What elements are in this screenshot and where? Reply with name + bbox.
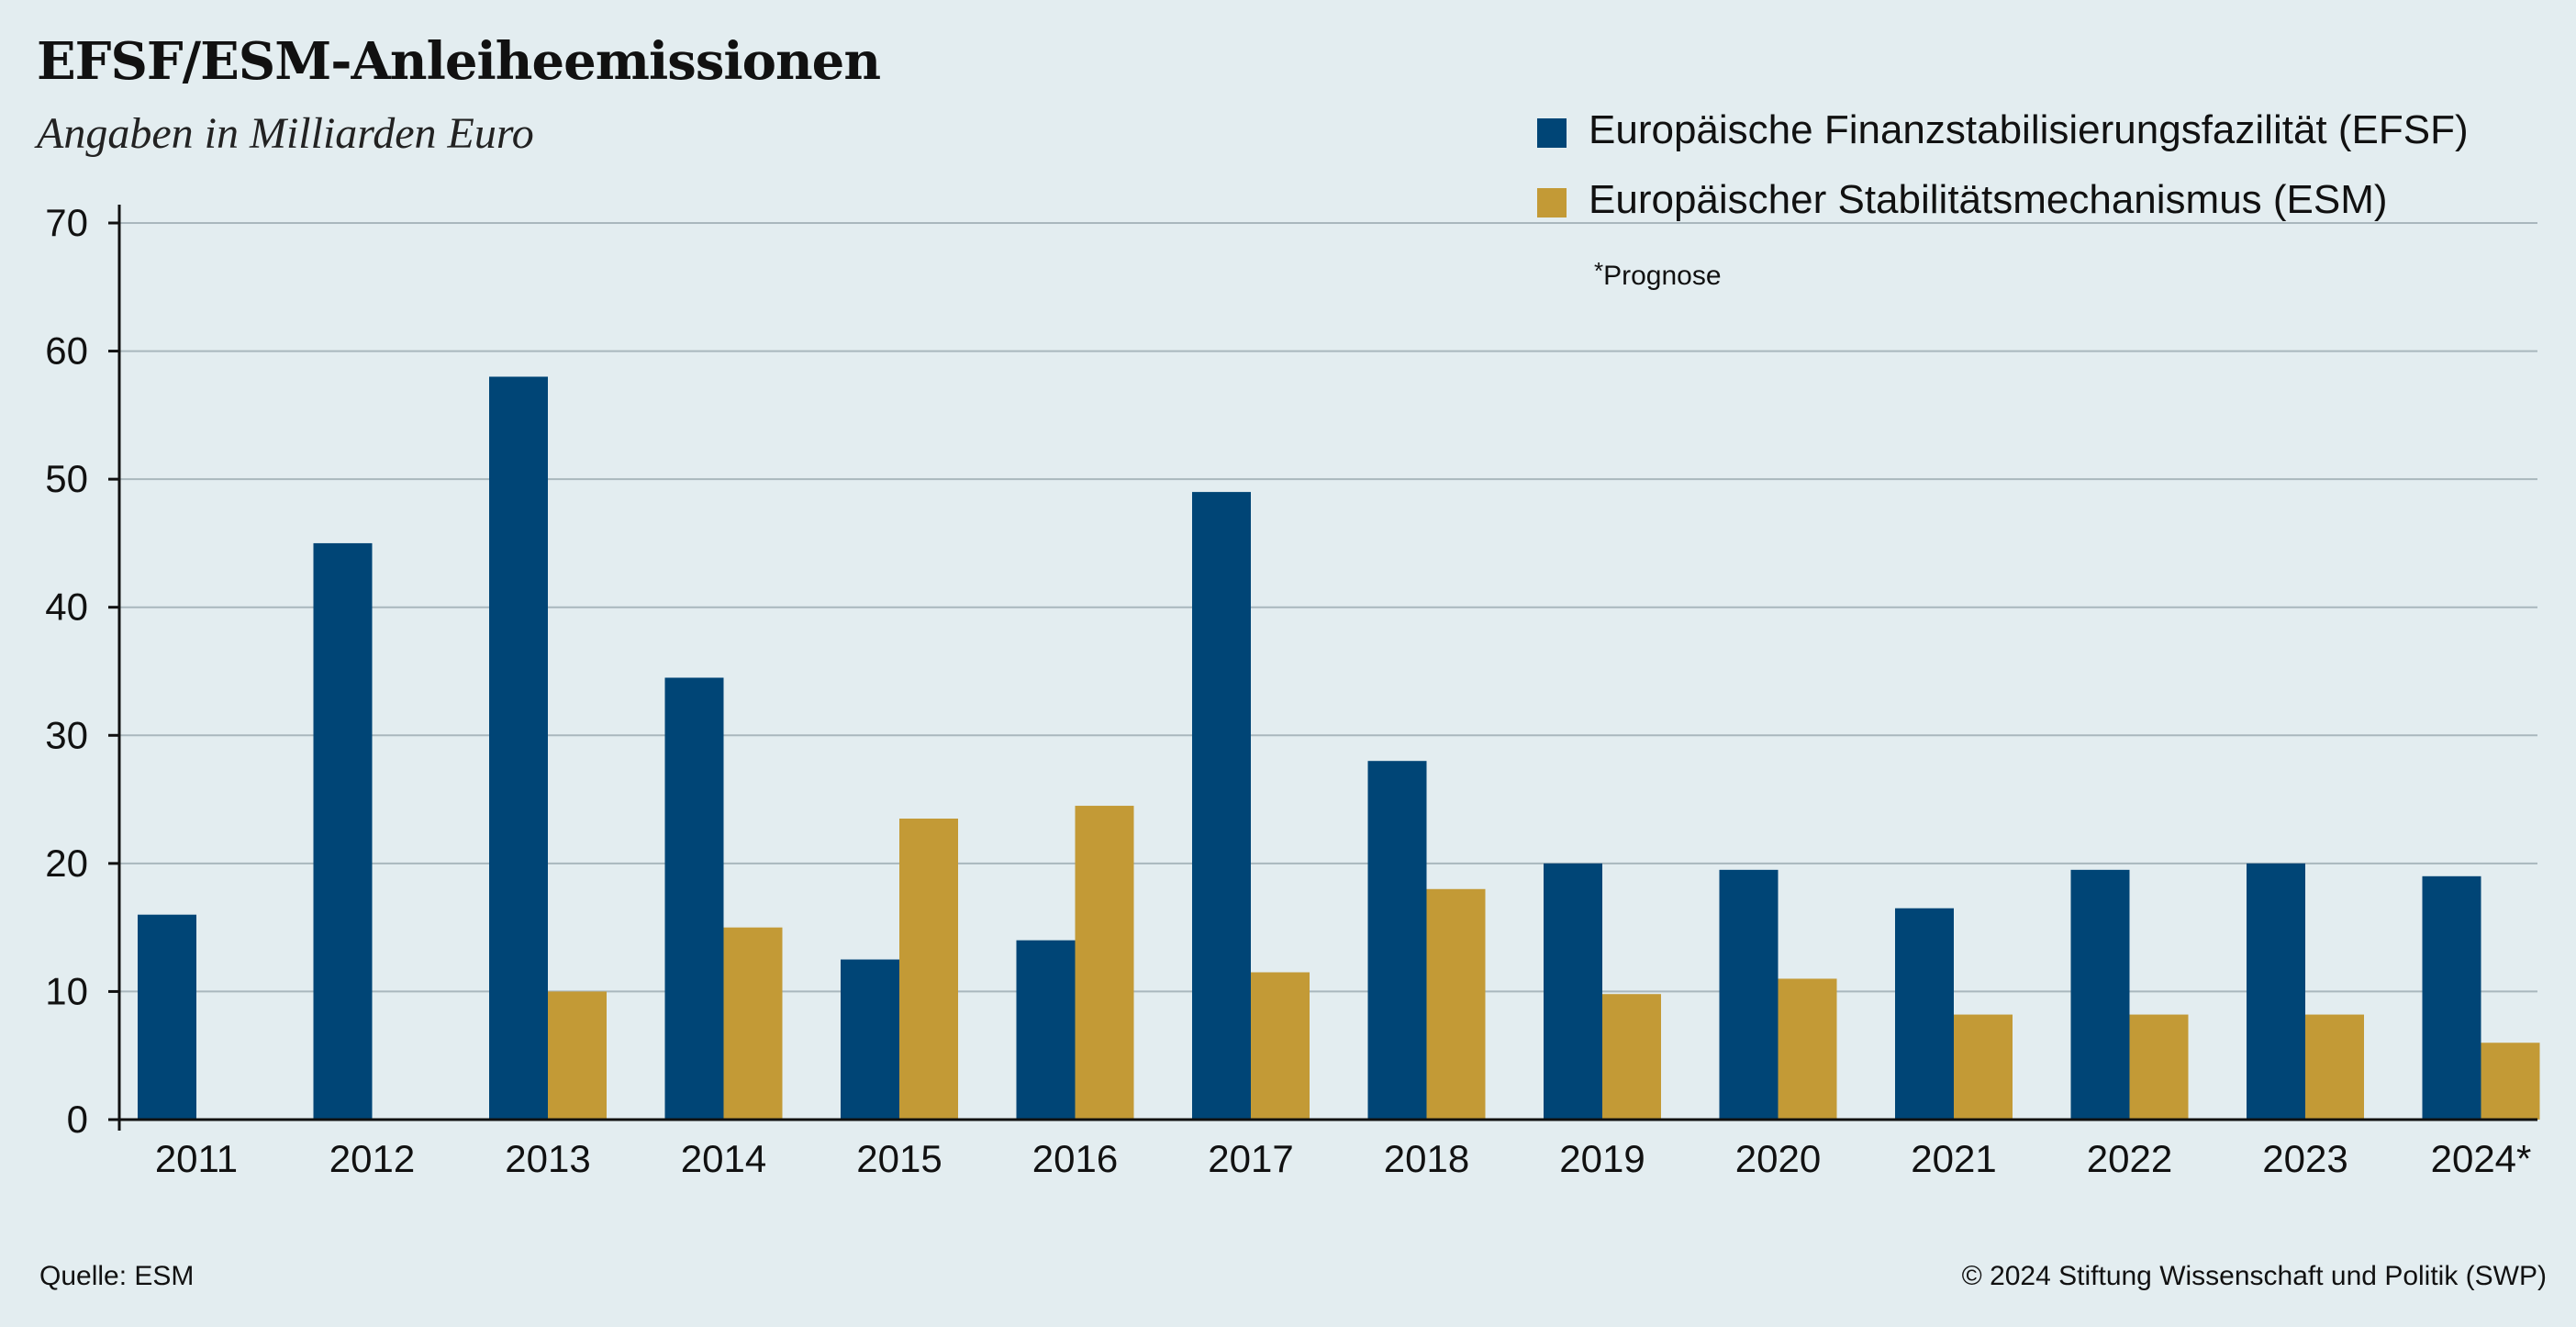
x-tick-label: 2016 [1032, 1137, 1118, 1180]
bar-efsf-2024* [2422, 875, 2481, 1120]
x-tick-label: 2019 [1559, 1137, 1645, 1180]
bar-esm-2021 [1954, 1014, 2013, 1120]
bar-efsf-2018 [1367, 761, 1427, 1120]
legend-label-esm: Europäischer Stabilitätsmechanismus (ESM… [1589, 177, 2388, 222]
copyright-note: © 2024 Stiftung Wissenschaft und Politik… [1961, 1261, 2547, 1291]
bar-efsf-2017 [1192, 492, 1251, 1120]
forecast-note: *Prognose [1594, 257, 1722, 292]
y-tick-label: 40 [45, 585, 88, 629]
x-tick-label: 2013 [505, 1137, 590, 1180]
bar-efsf-2012 [313, 542, 373, 1120]
x-tick-label: 2017 [1208, 1137, 1293, 1180]
bar-efsf-2015 [841, 959, 899, 1120]
forecast-note-marker: * [1594, 257, 1604, 284]
x-tick-label: 2021 [1911, 1137, 1996, 1180]
x-tick-label: 2020 [1735, 1137, 1821, 1180]
bar-efsf-2016 [1016, 940, 1076, 1120]
y-tick-label: 70 [45, 201, 88, 244]
y-tick-label: 10 [45, 969, 88, 1012]
x-tick-label: 2011 [155, 1137, 238, 1180]
bar-esm-2020 [1778, 978, 1837, 1120]
x-tick-label: 2014 [681, 1137, 766, 1180]
x-tick-label: 2015 [856, 1137, 942, 1180]
bar-efsf-2023 [2247, 863, 2305, 1120]
x-tick-label: 2018 [1384, 1137, 1469, 1180]
chart-title: EFSF/ESM-Anleiheemissionen [37, 31, 881, 92]
bar-efsf-2021 [1895, 908, 1954, 1120]
bar-efsf-2020 [1719, 869, 1779, 1120]
source-note: Quelle: ESM [39, 1261, 195, 1291]
bar-esm-2015 [899, 819, 958, 1120]
bar-efsf-2014 [664, 677, 724, 1120]
chart-subtitle: Angaben in Milliarden Euro [37, 109, 534, 158]
bar-esm-2018 [1426, 888, 1486, 1120]
y-tick-label: 20 [45, 842, 88, 885]
bar-efsf-2013 [489, 376, 548, 1120]
y-tick-label: 30 [45, 713, 88, 756]
bar-esm-2013 [548, 991, 607, 1120]
bar-efsf-2011 [138, 914, 196, 1120]
bar-esm-2014 [723, 927, 783, 1120]
y-tick-label: 60 [45, 329, 88, 373]
x-tick-label: 2024* [2431, 1137, 2532, 1180]
legend-swatch-esm [1537, 188, 1567, 217]
legend-label-efsf: Europäische Finanzstabilisierungsfazilit… [1589, 107, 2469, 152]
y-tick-label: 50 [45, 457, 88, 500]
x-tick-label: 2022 [2087, 1137, 2172, 1180]
bar-esm-2023 [2305, 1014, 2364, 1120]
x-tick-label: 2012 [329, 1137, 415, 1180]
bar-esm-2022 [2129, 1014, 2189, 1120]
bar-esm-2016 [1075, 806, 1134, 1120]
bar-esm-2017 [1251, 972, 1310, 1120]
x-tick-label: 2023 [2262, 1137, 2347, 1180]
bar-efsf-2019 [1544, 863, 1602, 1120]
y-tick-label: 0 [67, 1098, 88, 1141]
legend-swatch-efsf [1537, 118, 1567, 148]
bar-efsf-2022 [2070, 869, 2130, 1120]
forecast-note-text: Prognose [1603, 261, 1722, 291]
bar-esm-2024* [2481, 1043, 2540, 1120]
bar-esm-2019 [1602, 994, 1661, 1120]
